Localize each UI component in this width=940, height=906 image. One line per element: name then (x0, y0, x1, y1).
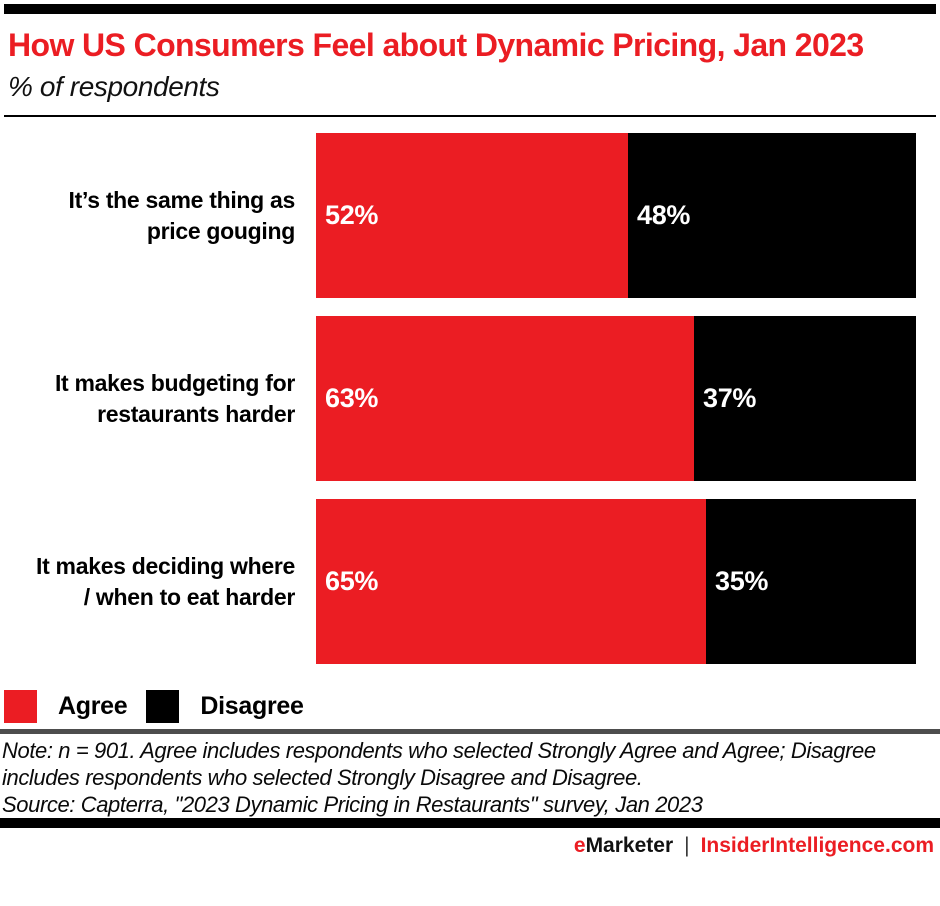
legend-item-agree: Agree (4, 690, 128, 723)
legend-item-disagree: Disagree (146, 690, 304, 723)
value-label-disagree: 37% (703, 383, 757, 413)
stacked-bar: 63% 37% (316, 316, 916, 481)
top-rule (4, 4, 936, 14)
page-footer: eMarketer | InsiderIntelligence.com (0, 835, 934, 857)
value-label-agree: 63% (325, 383, 379, 413)
bar-segment-agree: 52% (316, 133, 628, 298)
emarketer-logo: eMarketer (574, 834, 673, 857)
category-label: It makes deciding where / when to eat ha… (36, 552, 295, 610)
value-label-agree: 52% (325, 200, 379, 230)
legend-swatch-disagree (146, 690, 180, 723)
legend-label-agree: Agree (58, 692, 128, 720)
legend-swatch-agree (4, 690, 37, 723)
note-text: Note: n = 901. Agree includes respondent… (2, 738, 876, 790)
source-text: Source: Capterra, "2023 Dynamic Pricing … (2, 792, 703, 817)
value-label-disagree: 35% (715, 566, 769, 596)
chart-subtitle: % of respondents (8, 71, 220, 102)
chart-row: It makes budgeting for restaurants harde… (0, 316, 940, 481)
category-label: It makes budgeting for restaurants harde… (54, 369, 295, 427)
footnotes: Note: n = 901. Agree includes respondent… (2, 737, 912, 818)
bar-segment-disagree: 35% (706, 499, 916, 664)
value-label-disagree: 48% (637, 200, 691, 230)
note-divider (0, 729, 940, 734)
value-label-agree: 65% (325, 566, 379, 596)
stacked-bar: 52% 48% (316, 133, 916, 298)
chart-legend: Agree Disagree (4, 690, 940, 723)
bar-segment-agree: 65% (316, 499, 706, 664)
chart-row: It makes deciding where / when to eat ha… (0, 499, 940, 664)
category-label: It’s the same thing as price gouging (68, 186, 296, 244)
insider-intelligence-url: InsiderIntelligence.com (700, 834, 934, 857)
footer-separator: | (684, 834, 690, 857)
stacked-bar: 65% 35% (316, 499, 916, 664)
chart-row: It’s the same thing as price gouging 52%… (0, 133, 940, 298)
header-divider (4, 115, 936, 117)
legend-label-disagree: Disagree (200, 692, 304, 720)
bottom-rule (0, 818, 940, 828)
emarketer-logo-rest: Marketer (585, 834, 674, 857)
chart-header: How US Consumers Feel about Dynamic Pric… (0, 25, 940, 104)
bar-segment-disagree: 37% (694, 316, 916, 481)
chart-title: How US Consumers Feel about Dynamic Pric… (8, 27, 864, 63)
stacked-bar-chart: It’s the same thing as price gouging 52%… (0, 133, 940, 664)
bar-segment-disagree: 48% (628, 133, 916, 298)
emarketer-logo-accent: e (573, 834, 586, 857)
bar-segment-agree: 63% (316, 316, 694, 481)
